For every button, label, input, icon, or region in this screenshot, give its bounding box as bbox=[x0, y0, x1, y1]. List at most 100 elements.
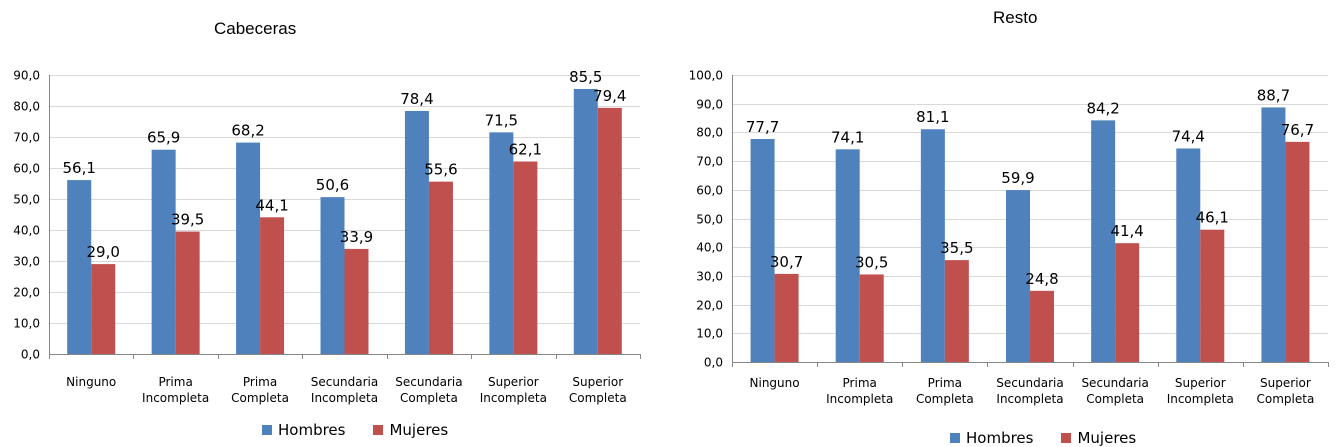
y-tick-label: 80,0 bbox=[13, 100, 40, 114]
legend-swatch bbox=[950, 433, 960, 443]
bar-mujeres bbox=[1030, 290, 1054, 362]
x-tick-label: Ninguno bbox=[66, 375, 116, 389]
x-tick-label: Secundaria Incompleta bbox=[311, 375, 378, 405]
data-label: 78,4 bbox=[400, 90, 433, 108]
bar-hombres bbox=[67, 180, 92, 354]
data-label: 35,5 bbox=[940, 239, 973, 257]
x-tick-label: Prima Incompleta bbox=[142, 375, 209, 405]
x-tick-label: Superior Incompleta bbox=[480, 375, 547, 405]
y-tick-label: 30,0 bbox=[696, 270, 723, 284]
chart-resto: Resto 0,0 10,0 20,0 30,0 40,0 50,0 60,0 70,0 80,… bbox=[668, 0, 1336, 447]
x-tick-label: Secundaria Incompleta bbox=[996, 376, 1063, 406]
x-tick-label: Prima Incompleta bbox=[826, 376, 893, 406]
chart-title: Resto bbox=[993, 8, 1038, 27]
bar-mujeres bbox=[260, 217, 285, 354]
bar-hombres bbox=[236, 142, 261, 354]
bar-hombres bbox=[151, 149, 176, 354]
y-tick-label: 20,0 bbox=[696, 299, 723, 313]
bar-mujeres bbox=[1285, 141, 1310, 362]
bar-mujeres bbox=[344, 248, 369, 354]
legend-label: Hombres bbox=[278, 421, 346, 439]
y-tick-label: 50,0 bbox=[13, 193, 40, 207]
y-tick-label: 50,0 bbox=[696, 213, 723, 227]
y-tick-label: 20,0 bbox=[13, 286, 40, 300]
y-tick-label: 30,0 bbox=[13, 255, 40, 269]
x-tick-label: Prima Completa bbox=[916, 376, 974, 406]
legend-swatch bbox=[262, 425, 272, 435]
data-label: 59,9 bbox=[1001, 169, 1034, 187]
x-tick-label: Ninguno bbox=[750, 376, 800, 390]
data-label: 77,7 bbox=[746, 118, 779, 136]
y-tick-label: 80,0 bbox=[696, 126, 723, 140]
legend-swatch bbox=[1061, 433, 1072, 443]
y-tick-label: 40,0 bbox=[696, 241, 723, 255]
y-tick-label: 10,0 bbox=[696, 327, 723, 341]
data-label: 50,6 bbox=[316, 176, 349, 194]
bar-hombres bbox=[1261, 107, 1286, 362]
x-tick-label: Superior Completa bbox=[569, 375, 627, 405]
data-label: 41,4 bbox=[1110, 222, 1143, 240]
data-label: 88,7 bbox=[1257, 86, 1290, 104]
bar-mujeres bbox=[774, 273, 799, 362]
data-label: 65,9 bbox=[147, 129, 180, 147]
y-tick-label: 0,0 bbox=[21, 348, 40, 362]
data-label: 79,4 bbox=[593, 87, 626, 105]
data-label: 71,5 bbox=[485, 111, 518, 129]
y-tick-label: 70,0 bbox=[696, 155, 723, 169]
chart-cabeceras: Cabeceras 0,0 10,0 20,0 30,0 40,0 50,0 60,0 70,… bbox=[13, 19, 641, 439]
y-tick-label: 60,0 bbox=[696, 184, 723, 198]
legend-label: Mujeres bbox=[389, 421, 449, 439]
x-tick-label: Superior Incompleta bbox=[1167, 376, 1234, 406]
data-label: 29,0 bbox=[87, 243, 120, 261]
bar-hombres bbox=[489, 132, 514, 354]
bar-mujeres bbox=[597, 107, 622, 354]
legend-label: Hombres bbox=[966, 429, 1034, 447]
chart-title: Cabeceras bbox=[214, 19, 297, 38]
y-tick-label: 0,0 bbox=[704, 356, 723, 370]
legend-item-hombres: Hombres bbox=[950, 429, 1033, 447]
x-tick-label: Prima Completa bbox=[231, 375, 289, 405]
data-label: 55,6 bbox=[424, 161, 457, 179]
bar-hombres bbox=[320, 197, 345, 354]
y-tick-label: 70,0 bbox=[13, 131, 40, 145]
x-tick-label: Secundaria Completa bbox=[1081, 376, 1148, 406]
bar-hombres bbox=[573, 88, 598, 354]
bar-mujeres bbox=[428, 181, 453, 354]
data-label: 44,1 bbox=[255, 196, 288, 214]
legend-label: Mujeres bbox=[1077, 429, 1137, 447]
bar-mujeres bbox=[944, 260, 969, 362]
bar-mujeres bbox=[91, 264, 116, 354]
data-label: 68,2 bbox=[231, 122, 264, 140]
y-tick-label: 40,0 bbox=[13, 224, 40, 238]
bar-mujeres bbox=[1115, 243, 1140, 362]
legend-item-mujeres: Mujeres bbox=[373, 421, 448, 439]
x-tick-label: Superior Completa bbox=[1257, 376, 1315, 406]
data-label: 85,5 bbox=[569, 68, 602, 86]
bar-hombres bbox=[1006, 190, 1030, 362]
bar-hombres bbox=[920, 129, 945, 362]
bar-mujeres bbox=[175, 231, 200, 354]
data-label: 30,5 bbox=[855, 253, 888, 271]
data-label: 33,9 bbox=[340, 228, 373, 246]
data-label: 24,8 bbox=[1025, 270, 1058, 288]
data-label: 74,4 bbox=[1172, 127, 1205, 145]
legend: Hombres Mujeres bbox=[950, 429, 1164, 447]
data-label: 76,7 bbox=[1281, 121, 1314, 139]
data-label: 30,7 bbox=[770, 253, 803, 271]
y-tick-label: 60,0 bbox=[13, 162, 40, 176]
bar-hombres bbox=[1091, 120, 1116, 362]
data-label: 74,1 bbox=[831, 128, 864, 146]
data-label: 56,1 bbox=[63, 159, 96, 177]
bar-mujeres bbox=[1200, 229, 1225, 362]
bar-hombres bbox=[404, 110, 429, 355]
bar-mujeres bbox=[513, 161, 538, 354]
y-tick-label: 90,0 bbox=[13, 69, 40, 83]
data-label: 84,2 bbox=[1086, 99, 1119, 117]
legend: Hombres Mujeres bbox=[262, 421, 476, 439]
legend-item-hombres: Hombres bbox=[262, 421, 345, 439]
y-tick-label: 100,0 bbox=[689, 69, 723, 83]
data-label: 81,1 bbox=[916, 108, 949, 126]
legend-swatch bbox=[373, 425, 384, 435]
plot-area: 0,0 10,0 20,0 30,0 40,0 50,0 60,0 70,0 80,0 90,0 5… bbox=[13, 68, 641, 405]
plot-area: 0,0 10,0 20,0 30,0 40,0 50,0 60,0 70,0 80,0 90,0 1… bbox=[689, 69, 1329, 406]
